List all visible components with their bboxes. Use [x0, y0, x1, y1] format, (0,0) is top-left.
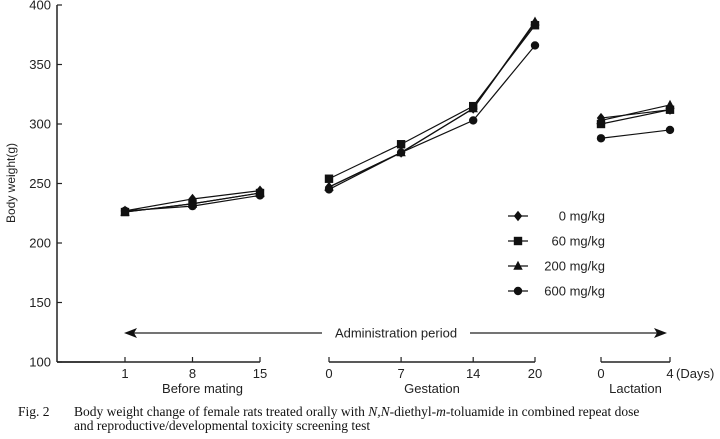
data-point-circle [469, 116, 478, 125]
data-point-square [324, 174, 334, 183]
x-tick-label: 15 [253, 366, 267, 381]
data-point-circle [324, 185, 334, 194]
data-point-triangle [665, 99, 675, 109]
legend-label: 60 mg/kg [552, 234, 605, 249]
legend-marker-diamond [513, 210, 523, 222]
series-line [600, 104, 671, 122]
figure-label: Fig. 2 [18, 404, 50, 419]
y-tick-label: 400 [29, 0, 51, 13]
legend-item: 200 mg/kg [508, 259, 605, 274]
data-point-circle [596, 134, 606, 143]
caption-italic-nn: N,N [368, 404, 390, 419]
caption-italic-m: m [436, 404, 446, 419]
x-tick-label: 0 [325, 366, 332, 381]
x-axes: 1 8 15 Before mating 0 7 14 20 Gestation 0 4 Lactat… [57, 357, 714, 396]
legend-item: 600 mg/kg [508, 284, 605, 299]
x-tick-label: 7 [397, 366, 404, 381]
x-tick-label: 8 [189, 366, 196, 381]
y-tick-label: 100 [29, 355, 51, 370]
segment-label: Gestation [404, 381, 460, 396]
series-line [600, 109, 671, 119]
legend-item: 60 mg/kg [508, 234, 605, 249]
series-0-mg-kg [120, 17, 675, 217]
data-point-square [665, 105, 675, 114]
legend: 0 mg/kg 60 mg/kg 200 mg/kg 600 mg/kg [508, 209, 605, 299]
data-point-circle [396, 148, 406, 157]
series-line [600, 129, 671, 139]
x-tick-label: 0 [597, 366, 604, 381]
y-axis: 100 150 200 250 300 350 400 [29, 0, 100, 370]
data-point-triangle [596, 115, 606, 125]
data-point-triangle [530, 16, 540, 26]
legend-label: 0 mg/kg [559, 209, 605, 224]
x-tick-label: 20 [528, 366, 542, 381]
y-tick-label: 150 [29, 295, 51, 310]
legend-label: 600 mg/kg [544, 284, 605, 299]
caption-text-1c: -toluamide in combined repeat dose [445, 404, 640, 419]
x-tick-label: 1 [121, 366, 128, 381]
figure-caption: Fig. 2 Body weight change of female rats … [18, 405, 718, 433]
legend-marker-square [513, 236, 523, 246]
administration-period-arrow: Administration period [124, 326, 667, 341]
x-tick-label: 4 [666, 366, 673, 381]
data-point-circle [530, 41, 540, 50]
caption-text-2: and reproductive/developmental toxicity … [74, 418, 371, 433]
series-line [328, 24, 536, 180]
legend-label: 200 mg/kg [544, 259, 605, 274]
series-line [328, 22, 536, 188]
legend-item: 0 mg/kg [508, 209, 605, 224]
y-tick-label: 250 [29, 176, 51, 191]
segment-label: Lactation [609, 381, 662, 396]
data-point-circle [665, 125, 675, 135]
legend-marker-triangle [513, 260, 523, 270]
series-200-mg-kg [120, 16, 675, 216]
y-tick-label: 200 [29, 236, 51, 251]
legend-marker-circle [513, 286, 523, 296]
y-axis-label: Body weight(g) [4, 143, 18, 223]
series-60-mg-kg [120, 21, 675, 217]
y-tick-label: 350 [29, 57, 51, 72]
caption-text-1b: -diethyl- [389, 404, 437, 419]
segment-label: Before mating [162, 381, 243, 396]
data-point-circle [255, 191, 265, 200]
x-tick-label: 14 [466, 366, 480, 381]
administration-period-label: Administration period [335, 326, 457, 341]
arrow-head-left [124, 328, 137, 338]
y-tick-label: 300 [29, 117, 51, 132]
arrow-head-right [654, 328, 667, 338]
days-unit-label: (Days) [676, 366, 714, 381]
caption-text-1a: Body weight change of female rats treate… [74, 404, 369, 419]
data-point-circle [188, 201, 197, 211]
series-group [120, 16, 675, 217]
data-point-circle [120, 206, 130, 216]
series-line [328, 45, 536, 190]
data-point-square [396, 140, 406, 149]
data-point-triangle [468, 103, 478, 113]
series-600-mg-kg [120, 41, 675, 216]
series-line [328, 21, 536, 188]
series-line [600, 109, 671, 125]
